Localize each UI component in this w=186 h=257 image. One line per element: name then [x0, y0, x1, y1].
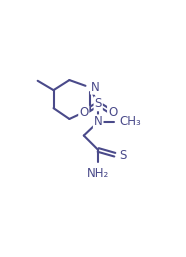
Text: S: S — [94, 97, 102, 110]
Text: NH₂: NH₂ — [87, 167, 109, 180]
Text: S: S — [120, 149, 127, 162]
Text: CH₃: CH₃ — [120, 115, 142, 128]
Text: N: N — [94, 115, 103, 128]
Text: O: O — [79, 106, 88, 119]
Text: N: N — [91, 81, 100, 94]
Text: O: O — [108, 106, 117, 119]
